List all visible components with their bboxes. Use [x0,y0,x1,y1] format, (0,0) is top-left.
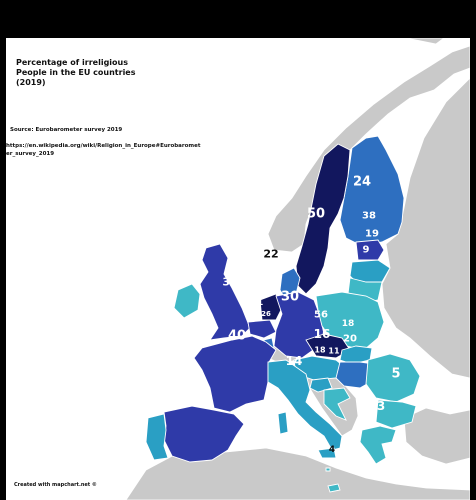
label-slovakia: 18 [341,319,355,329]
ireland-shape [173,283,201,319]
france-shape [193,335,277,413]
eastern-land-shape [381,77,470,379]
europe-map [125,38,470,500]
label-slovenia: 18 [314,345,326,355]
sweden-shape [295,143,351,295]
belgium-shape [247,319,277,339]
sicily-shape [317,447,337,459]
label-finland: 24 [352,174,372,190]
bulgaria-shape [375,399,417,429]
label-france: 40 [227,328,247,344]
label-ireland: 9 [182,262,190,274]
label-latvia: 19 [365,228,379,240]
netherlands-shape [259,293,283,321]
label-luxembourg: 26 [261,310,271,318]
label-sweden: 50 [306,206,326,222]
map-source: Source: Eurobarometer survey 2019 [10,127,123,133]
poland-shape [315,291,385,351]
romania-shape [365,353,421,403]
croatia-shape [323,387,351,421]
label-czechia: 56 [314,309,328,321]
map-credit: Created with mapchart.net © [14,482,97,488]
label-italy: 14 [285,354,303,368]
label-portugal: 12 [143,394,157,406]
label-netherlands: 52 [257,286,271,298]
estonia-shape [355,239,385,261]
finland-shape [339,135,405,247]
arctic-island-shape [405,38,445,45]
label-hungary: 20 [343,333,357,345]
label-denmark: 22 [263,247,279,261]
label-lithuania: 9 [362,244,370,256]
uk-shape [199,243,251,341]
label-spain: 32 [178,388,198,404]
turkey-shape [403,407,470,465]
italy-shape [267,359,343,451]
label-croatia: 11 [328,346,340,356]
map-source-url: https://en.wikipedia.org/wiki/Religion_i… [6,143,201,157]
label-romania: 1 [382,332,392,348]
eu-countries [145,135,421,493]
label-austria: 16 [313,327,331,341]
label-uk: 37 [222,275,238,289]
malta-shape [325,467,331,472]
map-title: Percentage of irreligious People in the … [16,58,136,87]
label-belgium: 31 [250,298,264,308]
label-cyprus: 4 [328,445,336,455]
label-bulgaria: 5 [391,366,401,382]
greece-shape [359,425,397,465]
sardinia-shape [277,411,289,435]
label-estonia: 38 [362,210,376,222]
label-poland: 6 [331,276,341,292]
cyprus-shape [327,483,341,493]
map-panel: Percentage of irreligious People in the … [6,38,470,500]
label-germany: 30 [280,289,300,305]
label-greece: 3 [376,399,386,413]
portugal-shape [145,413,169,461]
